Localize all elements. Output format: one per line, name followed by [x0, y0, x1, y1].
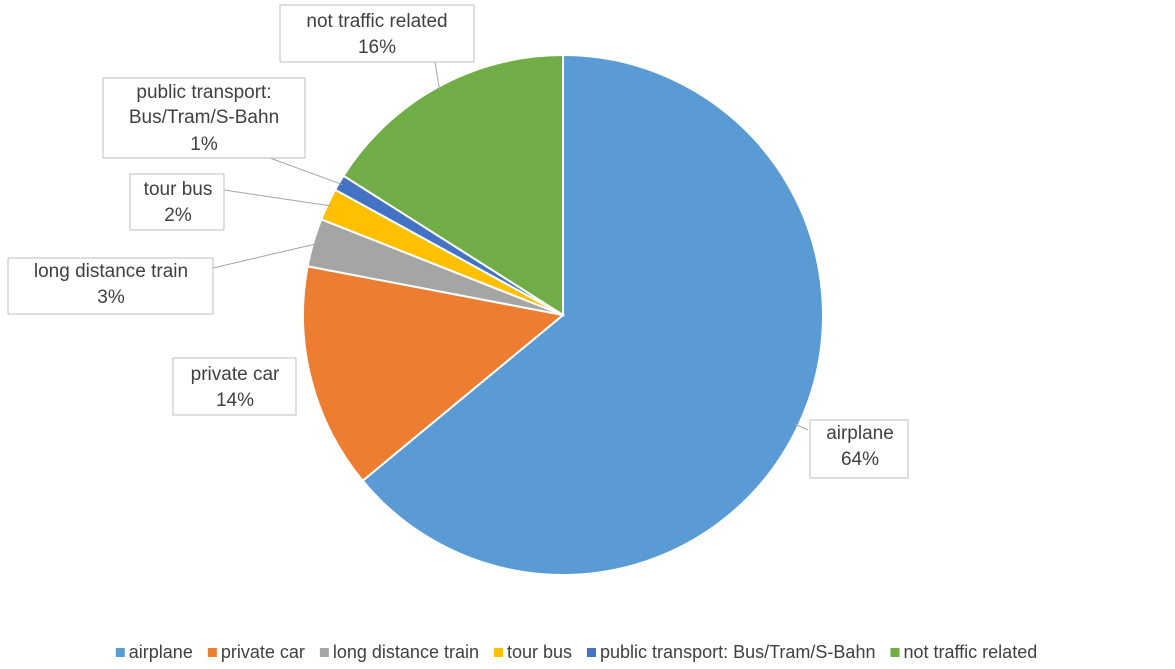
label-box [129, 173, 225, 231]
legend-swatch [890, 648, 900, 657]
slice [302, 265, 566, 483]
legend-swatch [115, 648, 125, 657]
legend-label: long distance train [333, 642, 479, 662]
data-labels: airplane 64% private car 14% long distance t… [7, 4, 909, 479]
label-name: tour bus [144, 179, 213, 200]
label-value: 1% [190, 134, 218, 155]
leader-line [269, 157, 343, 186]
leader-line [212, 243, 318, 269]
leader-line [223, 189, 332, 207]
label-name: not traffic related [306, 11, 447, 32]
label-name: airplane [826, 423, 894, 444]
pie [302, 53, 824, 576]
legend-label: airplane [129, 642, 193, 662]
label-value: 16% [358, 37, 396, 58]
label-name: private car [191, 364, 280, 385]
label-name: long distance train [34, 261, 188, 282]
legend-label: tour bus [507, 642, 572, 662]
legend: airplane private car long distance train to… [115, 642, 1037, 662]
leader-line [794, 423, 809, 431]
label-box [102, 77, 306, 159]
legend-swatch [493, 648, 503, 657]
label-value: 2% [164, 205, 192, 226]
legend-swatch [319, 648, 329, 657]
label-value: 14% [216, 390, 254, 411]
label-box [279, 4, 475, 63]
legend-swatch [587, 648, 597, 657]
slice [342, 53, 564, 317]
legend-label: private car [221, 642, 305, 662]
legend-label: not traffic related [903, 642, 1037, 662]
legend-swatch [207, 648, 217, 657]
leader-line [434, 61, 441, 91]
label-value: 3% [97, 287, 125, 308]
label-box [172, 357, 297, 416]
label-name: public transport: Bus/Tram/S-Bahn [129, 82, 279, 128]
label-value: 64% [841, 449, 879, 470]
legend-label: public transport: Bus/Tram/S-Bahn [600, 642, 875, 662]
label-box [7, 257, 214, 315]
label-box [809, 419, 909, 479]
